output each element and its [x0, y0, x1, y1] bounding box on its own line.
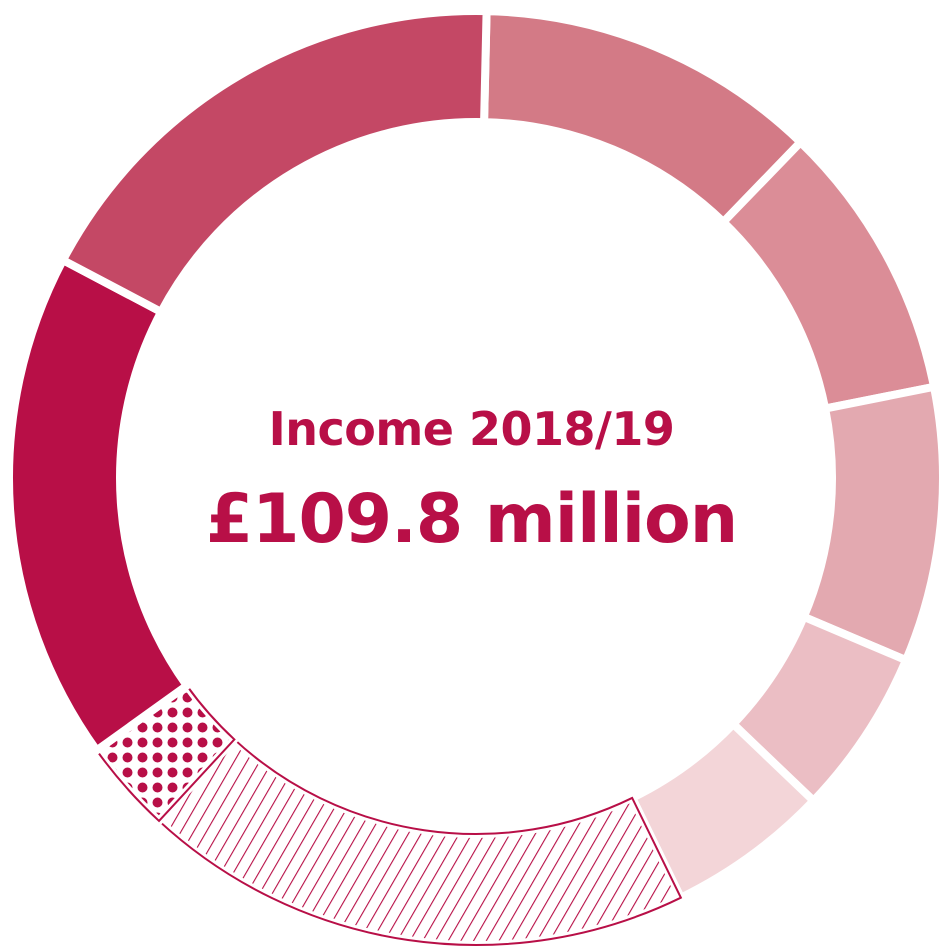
donut-slices: [5, 7, 943, 948]
donut-slice-9: [57, 7, 491, 318]
chart-title: Income 2018/19: [268, 402, 675, 456]
total-income-label: £109.8 million: [205, 480, 738, 559]
donut-slice-6: [153, 733, 687, 948]
